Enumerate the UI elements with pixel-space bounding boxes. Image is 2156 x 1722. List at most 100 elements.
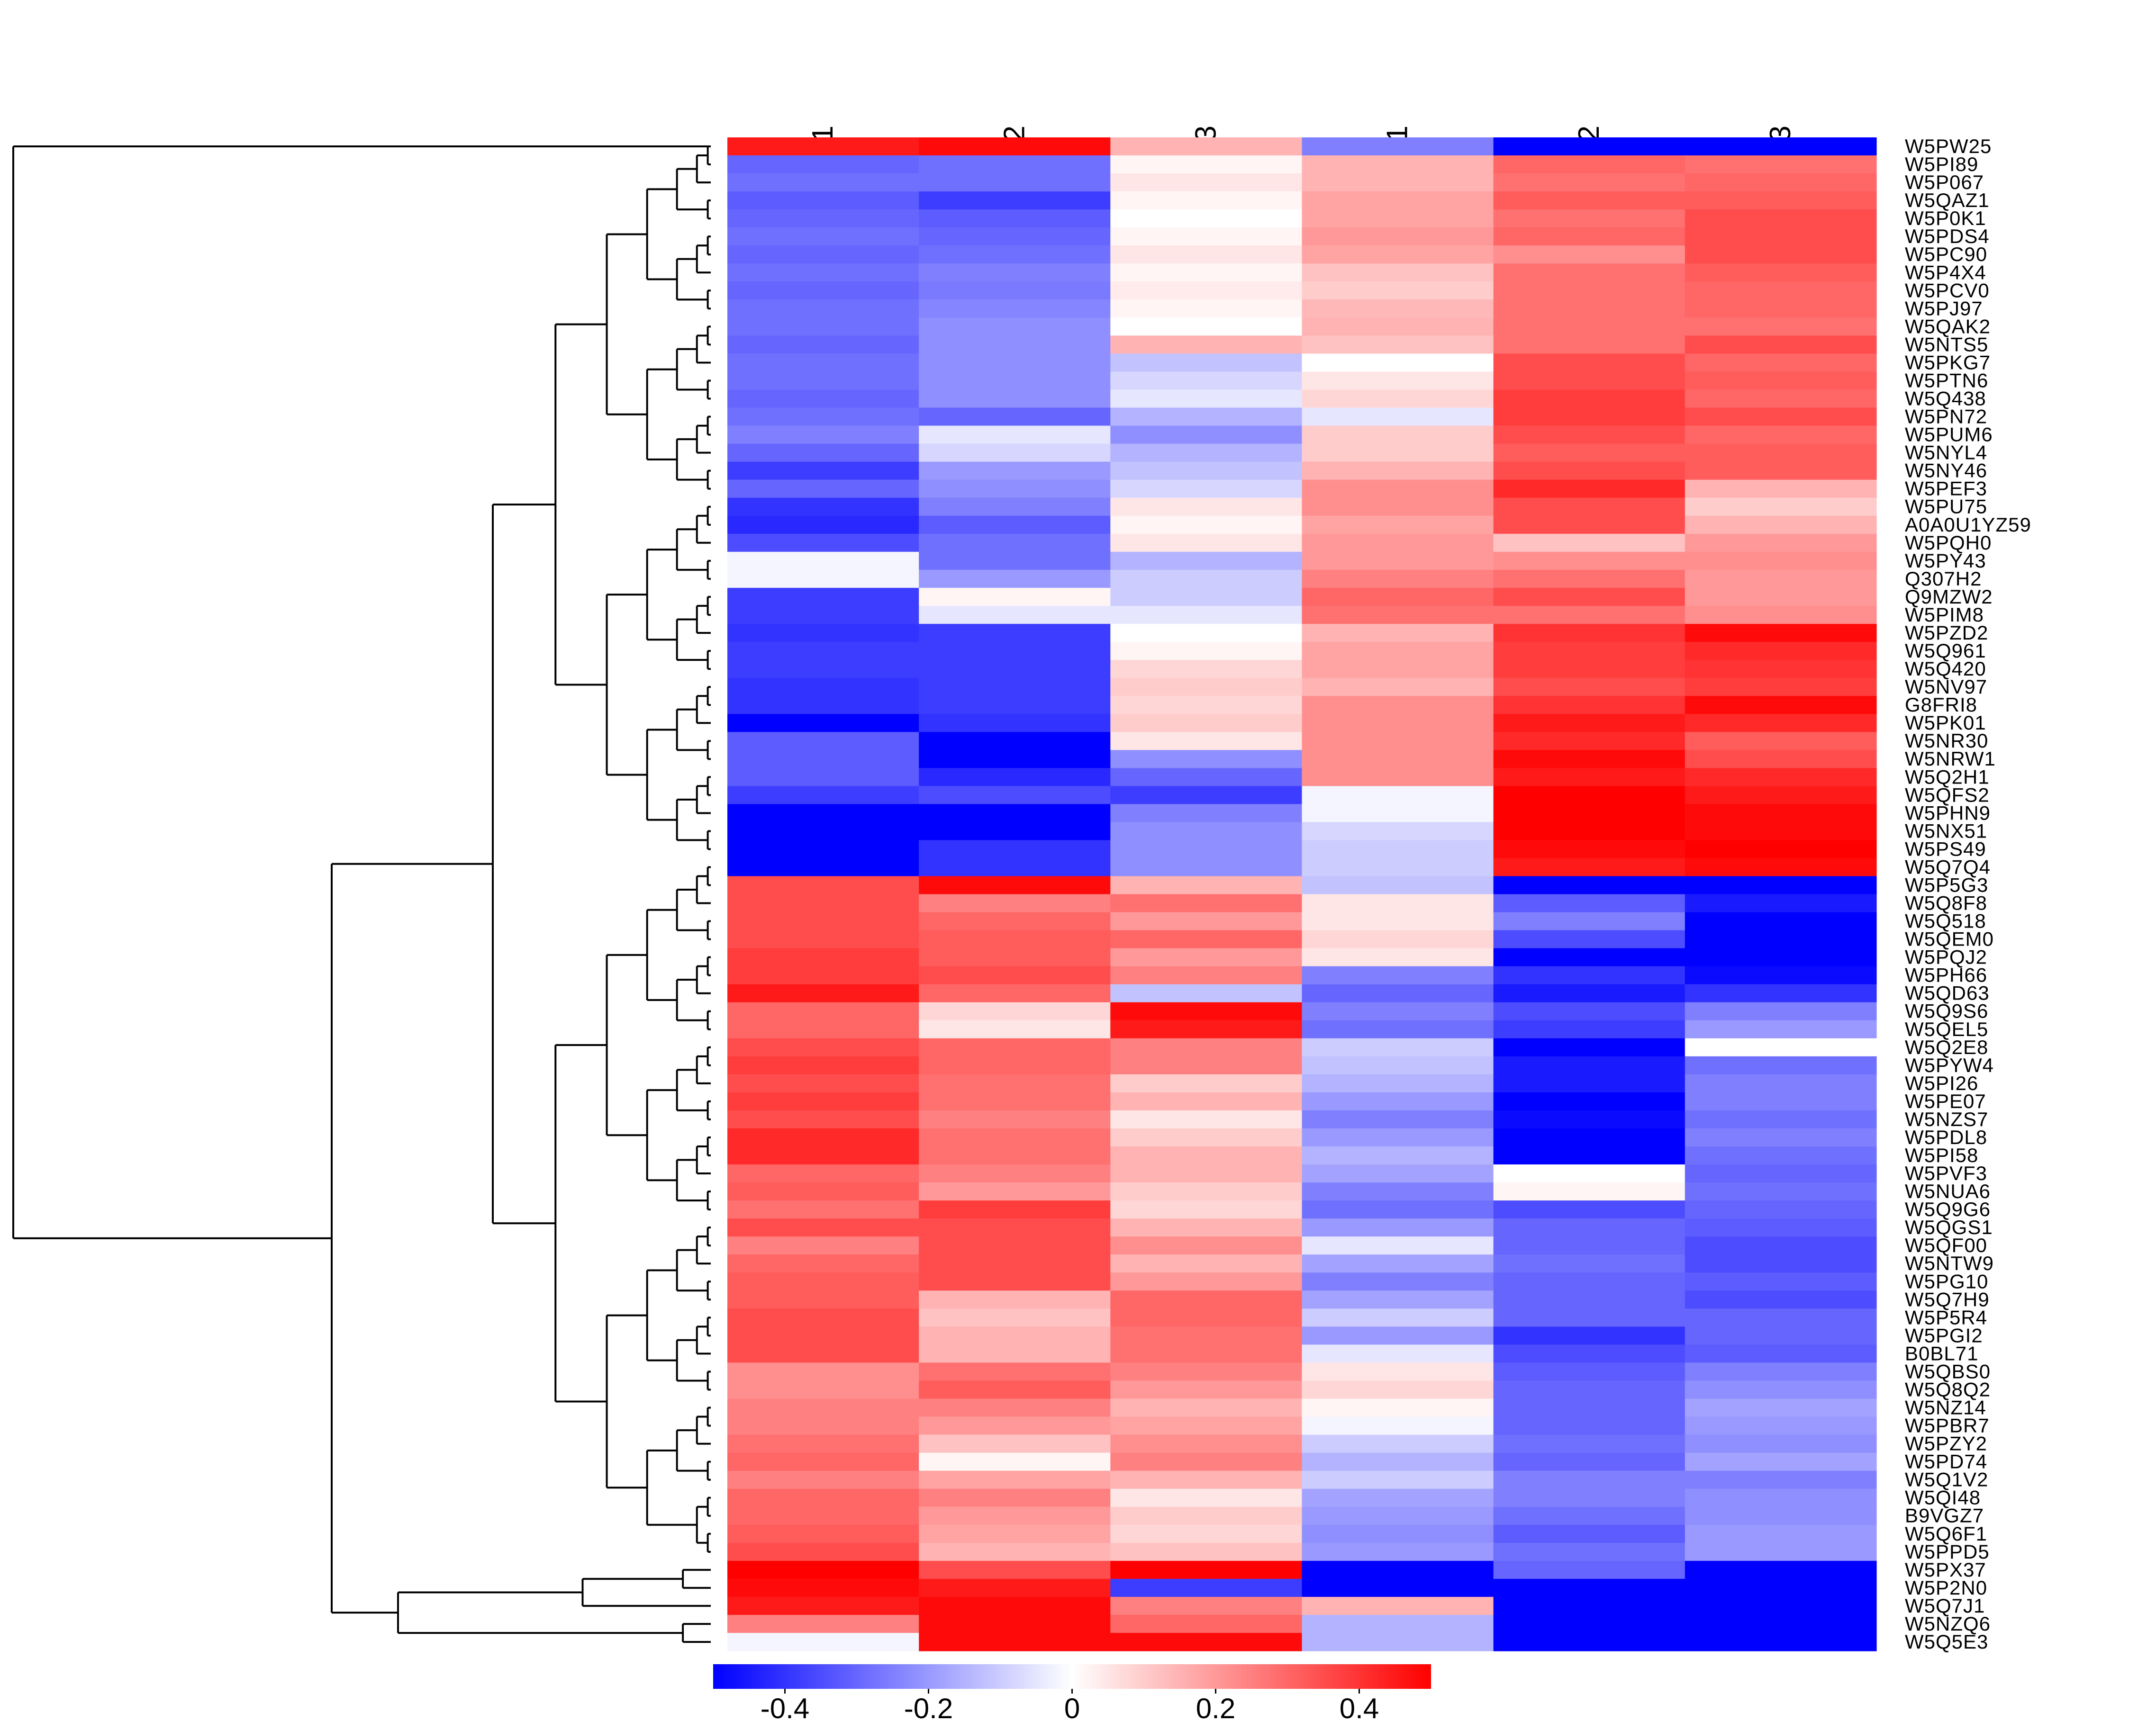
heatmap-cell [1685, 245, 1877, 264]
heatmap-cell [919, 335, 1111, 354]
heatmap-cell [1302, 1110, 1494, 1129]
row-label: W5Q2H1 [1905, 766, 1990, 788]
heatmap-cell [1493, 263, 1685, 282]
heatmap-cell [1493, 389, 1685, 408]
heatmap-cell [919, 732, 1111, 750]
row-label: W5Q5E3 [1905, 1631, 1988, 1653]
row-label: W5NZS7 [1905, 1108, 1988, 1130]
heatmap-cell [1110, 822, 1303, 840]
heatmap-cell [1302, 660, 1494, 678]
heatmap-cell [727, 1470, 919, 1489]
row-label: W5PS49 [1905, 838, 1986, 860]
heatmap-cell [1685, 443, 1877, 462]
heatmap-cell [1110, 1236, 1303, 1255]
heatmap-cell [1685, 1110, 1877, 1129]
row-label: W5PHN9 [1905, 802, 1991, 824]
heatmap-cell [727, 1020, 919, 1039]
row-label: W5Q7H9 [1905, 1288, 1990, 1310]
row-label: W5Q7J1 [1905, 1595, 1985, 1617]
row-label: W5QI48 [1905, 1487, 1981, 1509]
heatmap-cell [919, 245, 1111, 264]
heatmap-cell [1302, 1308, 1494, 1327]
heatmap-cell [727, 515, 919, 534]
row-label: W5PX37 [1905, 1559, 1986, 1581]
heatmap-cell [727, 1056, 919, 1075]
heatmap-cell [727, 876, 919, 895]
heatmap-cell [1302, 696, 1494, 714]
heatmap-cell [1493, 1614, 1685, 1633]
row-label: W5QEL5 [1905, 1018, 1988, 1040]
heatmap-cell [919, 1128, 1111, 1147]
row-label: W5P067 [1905, 171, 1984, 193]
heatmap-cell [919, 263, 1111, 282]
colorbar-tick-label: -0.2 [904, 1693, 953, 1722]
heatmap-cell [919, 1596, 1111, 1615]
heatmap-cell [1493, 1344, 1685, 1363]
heatmap-cell [727, 155, 919, 174]
heatmap-cell [1685, 714, 1877, 732]
heatmap-cell [1302, 263, 1494, 282]
heatmap-cell [1493, 1470, 1685, 1489]
heatmap-cell [727, 1182, 919, 1201]
heatmap-cell [919, 1182, 1111, 1201]
heatmap-cell [919, 587, 1111, 606]
heatmap-cell [1493, 137, 1685, 156]
heatmap-cell [919, 569, 1111, 588]
heatmap-cell [1302, 732, 1494, 750]
row-label: W5QBS0 [1905, 1360, 1991, 1382]
heatmap-cell [1302, 1434, 1494, 1453]
heatmap-cell [1685, 353, 1877, 372]
heatmap-cell [1302, 209, 1494, 228]
heatmap-cell [727, 605, 919, 624]
heatmap-cell [727, 732, 919, 750]
heatmap-cell [1110, 389, 1303, 408]
heatmap-cell [1302, 227, 1494, 246]
heatmap-cell [727, 281, 919, 300]
heatmap-cell [919, 551, 1111, 570]
heatmap-cell [919, 1398, 1111, 1417]
heatmap-cell [1685, 912, 1877, 931]
heatmap-cell [919, 479, 1111, 498]
heatmap-cell [727, 1254, 919, 1273]
heatmap-cell [1110, 605, 1303, 624]
heatmap-cell [1302, 1182, 1494, 1201]
heatmap-cell [919, 768, 1111, 786]
heatmap-cell [919, 1506, 1111, 1525]
heatmap-cell [1685, 1380, 1877, 1399]
row-dendrogram [12, 145, 711, 1643]
heatmap-cell [1493, 551, 1685, 570]
row-label: W5QF00 [1905, 1234, 1987, 1256]
heatmap-cell [1302, 1092, 1494, 1111]
heatmap-cell [727, 696, 919, 714]
row-label: W5NRW1 [1905, 748, 1996, 770]
heatmap-cell [1302, 335, 1494, 354]
heatmap-cell [1110, 1038, 1303, 1057]
heatmap-cell [727, 1038, 919, 1057]
row-label: W5Q9S6 [1905, 1000, 1988, 1022]
row-labels: W5PW25W5PI89W5P067W5QAZ1W5P0K1W5PDS4W5PC… [1905, 135, 2031, 1653]
heatmap-cell [1493, 1074, 1685, 1093]
heatmap-cell [727, 1362, 919, 1381]
heatmap-cell [727, 461, 919, 480]
heatmap-cell [1302, 912, 1494, 931]
colorbar-ticks: -0.4 -0.2 0 0.2 0.4 [761, 1689, 1379, 1722]
heatmap-cell [1493, 822, 1685, 840]
heatmap-cell [1302, 840, 1494, 859]
heatmap-cell [1302, 1488, 1494, 1507]
row-label: W5NY46 [1905, 460, 1987, 482]
row-label: W5NZ14 [1905, 1397, 1986, 1419]
heatmap-cell [1493, 1218, 1685, 1237]
heatmap-cell [1685, 155, 1877, 174]
heatmap-cell [1110, 1182, 1303, 1201]
heatmap-cell [1110, 623, 1303, 642]
heatmap-cell [1493, 1632, 1685, 1651]
heatmap-cell [1110, 1308, 1303, 1327]
heatmap-cell [1493, 335, 1685, 354]
heatmap-cell [1302, 804, 1494, 822]
heatmap-cell [727, 173, 919, 192]
row-label: W5PCV0 [1905, 279, 1990, 301]
heatmap-cell [727, 1452, 919, 1471]
heatmap-cell [1493, 930, 1685, 949]
heatmap-cell [727, 804, 919, 822]
heatmap-cell [1493, 1506, 1685, 1525]
